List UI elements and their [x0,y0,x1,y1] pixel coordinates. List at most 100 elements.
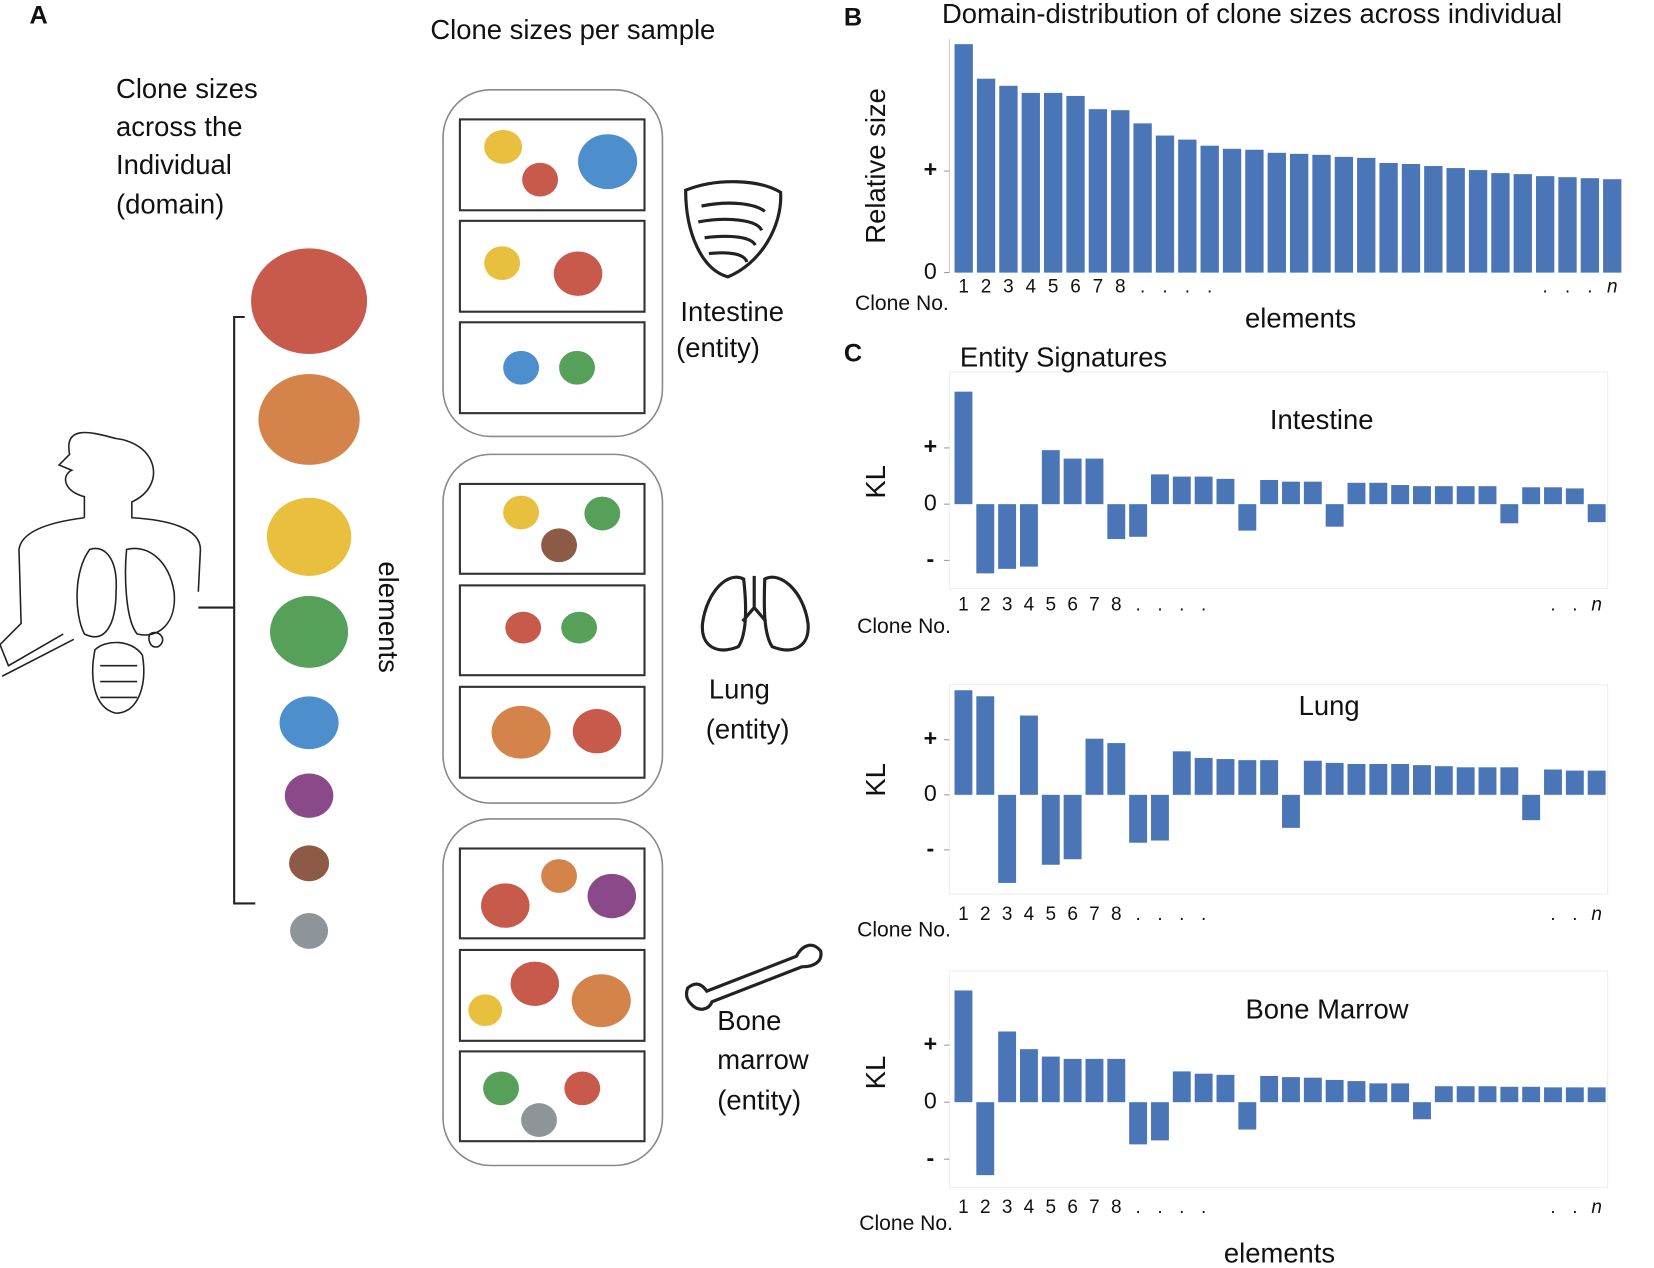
sample-box [458,685,646,779]
bar [1267,152,1286,273]
bar [1216,1074,1235,1103]
bar [1282,1077,1300,1103]
bar [1347,764,1366,795]
x-tick-label: 7 [1089,594,1100,615]
bar [999,85,1018,273]
bar [1151,1102,1169,1141]
bar [998,504,1017,569]
bar [1066,95,1085,273]
clone [290,912,329,949]
clone [584,496,621,531]
bar [1312,154,1331,273]
entity-label: Bone [717,1005,781,1036]
plot-frame [948,371,1609,590]
x-tick-label: 8 [1115,276,1126,297]
clone [564,1071,601,1106]
entity-label: (entity) [706,713,790,744]
x-tick-label: 7 [1089,1197,1100,1218]
entity-box [442,453,664,804]
chart-title: Intestine [1270,404,1374,435]
bar [1245,149,1264,273]
bar [1155,135,1175,273]
y-tick-label: + [924,433,938,459]
bar [1456,767,1475,795]
bar [1178,139,1197,273]
y-axis-label: KL [860,1056,891,1090]
bar [1172,476,1191,505]
clone [571,974,631,1028]
entity-label: (entity) [676,332,760,363]
sample-box [458,321,646,415]
sample-box [458,847,646,940]
bar [1019,715,1038,795]
bar [1401,163,1421,273]
x-tick-label: 4 [1024,594,1035,615]
entity-box [442,818,664,1167]
bar [1133,123,1152,273]
clone [559,350,595,385]
bar [1238,504,1257,531]
bar [1085,458,1104,505]
bar [1369,482,1388,505]
clone [484,129,523,164]
x-axis-name: Clone No. [857,918,951,941]
x-tick-label: . [1135,1197,1140,1218]
sample-boxes [442,89,664,1167]
bar [1535,176,1555,273]
bar [1238,1102,1257,1130]
y-tick-label: - [927,1144,935,1170]
bar [1522,794,1541,821]
sample-box [458,1050,646,1143]
bar [976,78,996,273]
bar [1194,476,1213,505]
bar [1391,764,1410,795]
bar [1019,504,1038,567]
x-tick-label: n [1591,594,1602,615]
x-tick-label: 1 [958,276,969,297]
y-axis-label: Relative size [860,88,891,244]
bar [1522,487,1541,505]
bar [954,391,973,505]
x-tick-label: 4 [1026,276,1037,297]
bar [1200,145,1219,273]
bar [1303,481,1322,505]
clone [491,705,551,759]
x-tick-label: . [1185,276,1190,297]
entity-label: Intestine [680,296,784,327]
chart: Bone Marrow KL Clone No. elements - 0 +1 2 3 4 5 6 7… [859,970,1609,1268]
bar [1325,1079,1344,1103]
bar [1456,486,1475,505]
bar [1587,770,1606,795]
organ-icons [684,180,823,1011]
x-tick-label: 3 [1002,594,1013,615]
x-axis-label: elements [1224,1238,1335,1268]
x-tick-label: 8 [1111,1197,1122,1218]
bar [1151,474,1169,505]
bar [1129,504,1148,537]
y-tick-label: 0 [924,780,937,806]
bar [954,990,973,1103]
domain-title: across the [116,111,242,142]
bar [1347,482,1366,505]
chart: B Domain-distribution of clone sizes acro… [844,0,1622,333]
human-icon [0,431,202,715]
clone [279,696,339,750]
plot-frame [948,684,1609,895]
bar [1379,162,1398,273]
bar [1129,794,1148,843]
elements-label: elements [373,561,404,672]
x-tick-label: 3 [1002,904,1013,925]
clone [541,859,578,893]
y-tick-label: 0 [924,1087,937,1113]
x-tick-label: 5 [1048,276,1059,297]
bar [1107,1058,1126,1103]
x-tick-label: 2 [980,1197,991,1218]
clone [266,497,352,576]
panel-label: B [844,4,862,32]
bar [1303,760,1322,795]
x-axis-name: Clone No. [859,1212,953,1235]
x-tick-label: . [1179,1197,1184,1218]
bar [1043,92,1063,273]
clone [289,845,330,882]
bar [1391,1083,1410,1103]
